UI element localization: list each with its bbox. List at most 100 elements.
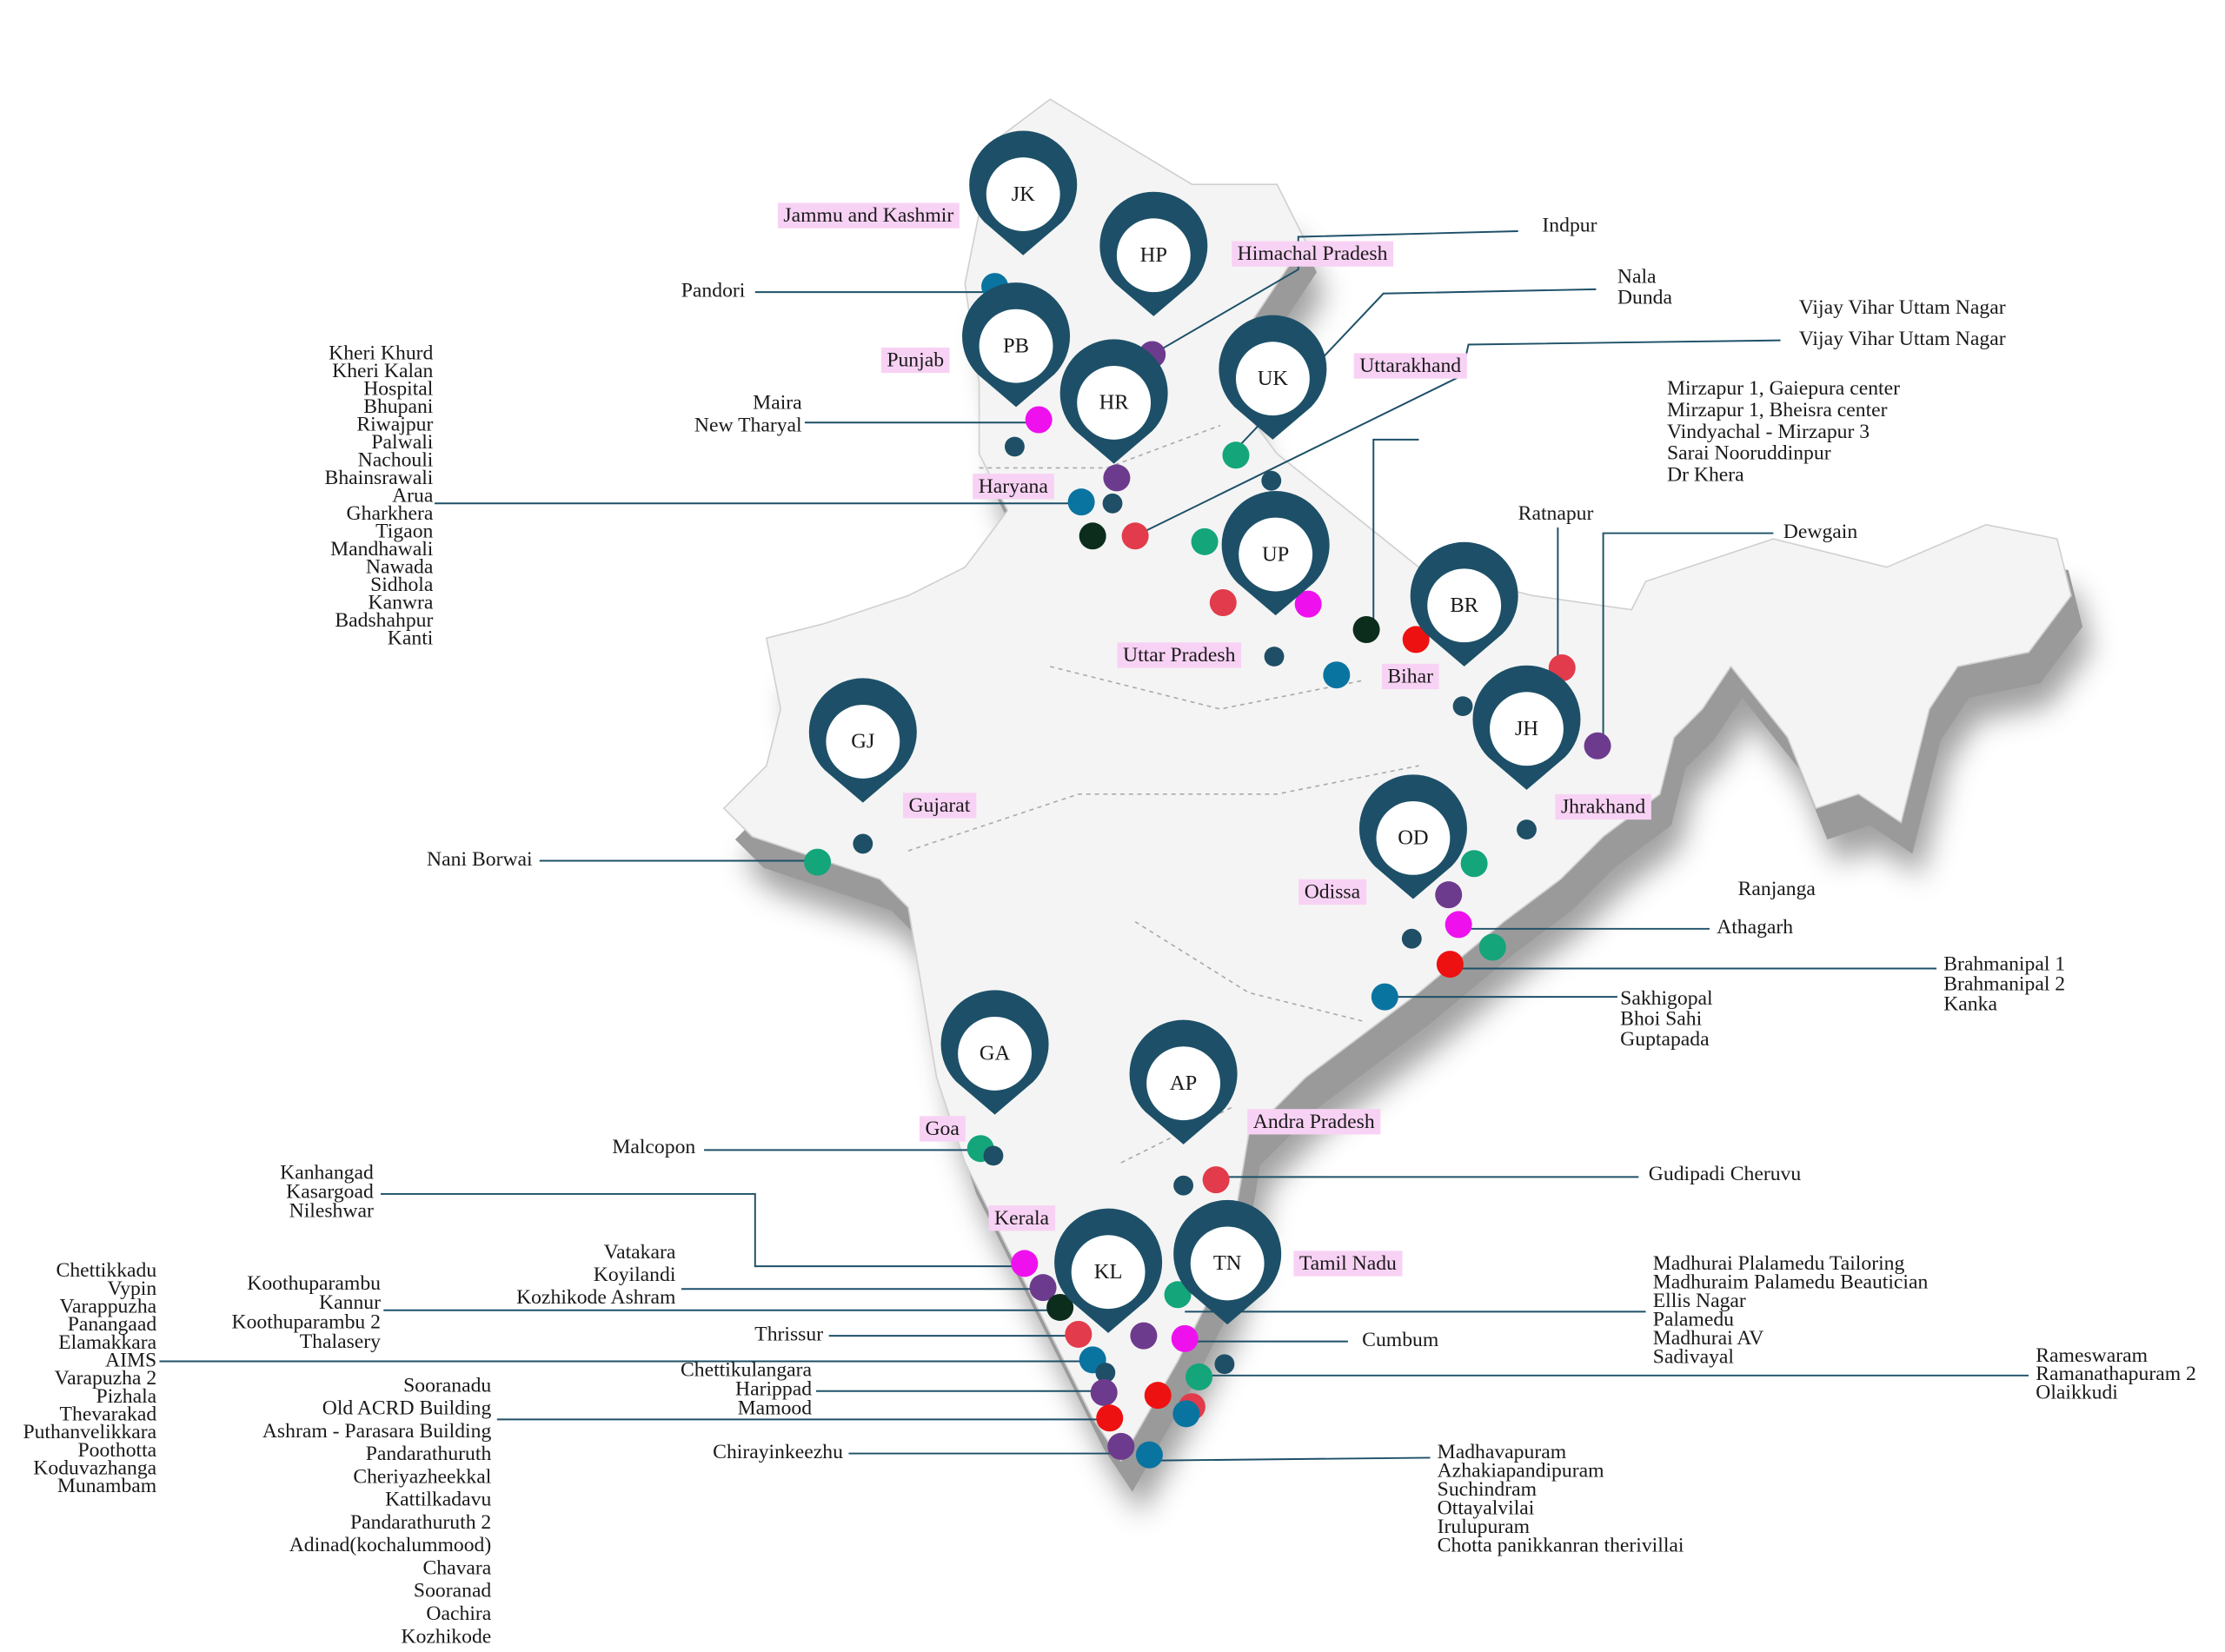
state-label-bg [902, 793, 977, 819]
state-label: Bihar [1381, 663, 1439, 690]
pin-center [1239, 517, 1313, 592]
state-pin: PB [962, 282, 1071, 408]
pin-code: AP [1170, 1071, 1197, 1095]
location-label: Chettikulangara [681, 1358, 813, 1381]
location-label: Varappuzha [60, 1295, 157, 1317]
location-dot [1294, 590, 1322, 618]
location-label: Irulupuram [1438, 1516, 1531, 1538]
state-pin: AP [1129, 1019, 1238, 1144]
location-label: Tigaon [375, 520, 433, 542]
location-label: Panangaad [68, 1313, 157, 1336]
location-label-group: Nani Borwai [427, 848, 533, 871]
location-dot [1067, 488, 1095, 516]
location-label-group: Thrissur [754, 1324, 823, 1346]
location-label: Nachouli [358, 448, 434, 471]
location-label: Nileshwar [289, 1200, 374, 1223]
location-dot [1144, 1382, 1172, 1410]
location-dot [1025, 406, 1053, 434]
location-dot [1130, 1322, 1158, 1350]
state-pin: GJ [808, 678, 917, 803]
state-name: Odissa [1305, 880, 1361, 903]
location-dot [1323, 661, 1351, 689]
location-label: Bhoi Sahi [1620, 1007, 1702, 1030]
location-label: Chotta panikkanran therivillai [1438, 1535, 1684, 1557]
location-label: Pandarathuruth [366, 1443, 492, 1465]
pin-code: GA [980, 1042, 1011, 1065]
location-label: Sidhola [370, 574, 434, 596]
location-dot [1164, 1281, 1192, 1309]
state-label-bg [1293, 1251, 1403, 1277]
pin-code: TN [1213, 1251, 1242, 1275]
location-label: Bhupani [363, 395, 434, 418]
state-label-bg [919, 1116, 966, 1142]
state-label: Odissa [1298, 879, 1367, 906]
location-dot [1435, 881, 1463, 909]
state-name: Goa [925, 1118, 960, 1140]
location-dot [1445, 911, 1472, 939]
location-dot [1401, 928, 1422, 949]
pin-code: JK [1012, 182, 1036, 206]
leader-line [1372, 438, 1419, 624]
location-label: Sadivayal [1653, 1346, 1735, 1369]
location-label: Vatakara [604, 1241, 676, 1264]
state-label-bg [973, 474, 1054, 500]
location-dot [1436, 951, 1464, 979]
location-dot [1171, 1324, 1199, 1352]
location-label: Madhavapuram [1438, 1441, 1567, 1463]
location-label: Cheriyazheekkal [353, 1465, 491, 1488]
location-label: Sarai Nooruddinpur [1667, 442, 1831, 465]
location-dot [1261, 470, 1282, 491]
state-name: Jammu and Kashmir [783, 204, 953, 227]
location-label: Arua [392, 484, 434, 507]
location-label: Suchindram [1438, 1478, 1538, 1501]
location-label: Kheri Kalan [332, 360, 433, 382]
leader-line [1602, 532, 1774, 745]
state-name: Bihar [1387, 665, 1433, 687]
location-dot [804, 848, 832, 876]
location-label: Dr Khera [1667, 463, 1744, 486]
location-label: Mamood [738, 1397, 813, 1419]
location-label: Kannur [319, 1291, 381, 1314]
location-label: Pandori [681, 280, 746, 302]
state-label: Jhrakhand [1555, 793, 1651, 820]
location-label: Olaikkudi [2036, 1381, 2118, 1403]
location-label: Kanka [1943, 992, 1997, 1015]
state-pins: JK HP PB HR UK UP BR JH GJ OD GA AP KL TN [808, 130, 1581, 1333]
location-label: Azhakiapandipuram [1438, 1460, 1604, 1483]
pin-code: HR [1099, 391, 1130, 415]
location-dot [1173, 1175, 1194, 1196]
location-dot [1172, 1400, 1200, 1428]
location-dot [1102, 493, 1123, 514]
location-label: Athagarh [1717, 916, 1793, 939]
location-dot [1079, 522, 1106, 550]
pin-code: PB [1003, 334, 1029, 357]
location-label: Koyilandi [594, 1264, 676, 1286]
location-label: Brahmanipal 2 [1943, 973, 2065, 996]
location-dot [1011, 1250, 1039, 1277]
location-label: Ranjanga [1738, 878, 1817, 900]
location-dot [983, 1145, 1004, 1166]
state-label: Tamil Nadu [1293, 1251, 1403, 1277]
location-label: Madhurai AV [1653, 1327, 1764, 1350]
state-label: Punjab [880, 347, 950, 374]
location-label: Kheri Khurd [329, 342, 433, 364]
location-dot [1065, 1320, 1093, 1348]
location-label: Kozhikode Ashram [516, 1286, 676, 1309]
location-label: Guptapada [1620, 1028, 1710, 1051]
state-name: Gujarat [908, 794, 970, 817]
location-label: Puthanvelikkara [23, 1421, 156, 1443]
pin-center [1427, 568, 1502, 643]
pin-code: JH [1515, 717, 1538, 740]
state-pin: JH [1472, 665, 1581, 790]
state-pin: TN [1173, 1199, 1282, 1325]
location-dot [1371, 983, 1398, 1011]
pin-center [979, 309, 1053, 383]
state-label: Uttarakhand [1353, 353, 1467, 379]
location-label: Hospital [363, 377, 434, 400]
location-label: Vindyachal - Mirzapur 3 [1667, 421, 1870, 443]
leader-line [381, 1192, 1025, 1268]
